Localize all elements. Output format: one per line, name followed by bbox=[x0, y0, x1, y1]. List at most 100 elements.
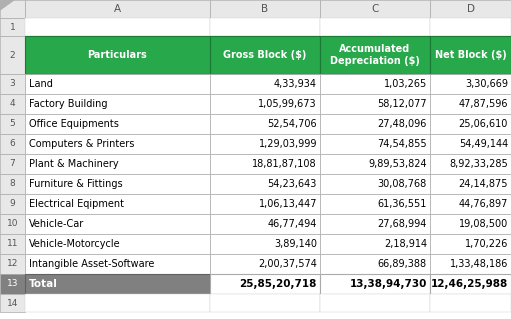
Bar bbox=[210, 134, 320, 154]
Bar bbox=[210, 214, 320, 234]
Text: 11: 11 bbox=[7, 240, 18, 249]
Text: 2: 2 bbox=[10, 50, 15, 60]
Text: 1,29,03,999: 1,29,03,999 bbox=[259, 139, 317, 149]
Text: 13,38,94,730: 13,38,94,730 bbox=[350, 279, 427, 289]
Bar bbox=[210, 154, 320, 174]
Text: 61,36,551: 61,36,551 bbox=[378, 199, 427, 209]
Bar bbox=[320, 114, 430, 134]
Text: 6: 6 bbox=[10, 139, 15, 149]
Bar bbox=[25, 74, 210, 94]
Bar bbox=[320, 274, 430, 294]
Bar bbox=[320, 294, 430, 312]
Bar bbox=[25, 134, 210, 154]
Bar bbox=[25, 36, 210, 74]
Bar bbox=[430, 36, 511, 74]
Bar bbox=[25, 214, 210, 234]
Text: Electrical Eqipment: Electrical Eqipment bbox=[29, 199, 124, 209]
Bar bbox=[320, 74, 430, 94]
Text: 7: 7 bbox=[10, 160, 15, 168]
Bar bbox=[0, 94, 25, 114]
Text: 2,00,37,574: 2,00,37,574 bbox=[258, 259, 317, 269]
Text: 13: 13 bbox=[7, 279, 18, 288]
Text: 10: 10 bbox=[7, 219, 18, 228]
Bar bbox=[430, 74, 511, 94]
Bar bbox=[25, 114, 210, 134]
Bar bbox=[25, 274, 210, 294]
Text: 14: 14 bbox=[7, 299, 18, 308]
Bar bbox=[25, 294, 210, 312]
Bar bbox=[0, 0, 25, 18]
Bar bbox=[0, 214, 25, 234]
Text: 58,12,077: 58,12,077 bbox=[378, 99, 427, 109]
Text: Land: Land bbox=[29, 79, 53, 89]
Bar bbox=[320, 194, 430, 214]
Text: 54,23,643: 54,23,643 bbox=[268, 179, 317, 189]
Bar bbox=[320, 18, 430, 36]
Bar bbox=[0, 74, 25, 94]
Bar bbox=[430, 214, 511, 234]
Bar bbox=[210, 94, 320, 114]
Bar bbox=[430, 274, 511, 294]
Text: Particulars: Particulars bbox=[87, 50, 147, 60]
Bar bbox=[210, 18, 320, 36]
Bar bbox=[210, 114, 320, 134]
Text: 47,87,596: 47,87,596 bbox=[458, 99, 508, 109]
Text: 1: 1 bbox=[10, 23, 15, 32]
Bar bbox=[430, 18, 511, 36]
Text: 24,14,875: 24,14,875 bbox=[458, 179, 508, 189]
Text: Vehicle-Car: Vehicle-Car bbox=[29, 219, 84, 229]
Bar bbox=[25, 154, 210, 174]
Bar bbox=[430, 234, 511, 254]
Text: 3,30,669: 3,30,669 bbox=[465, 79, 508, 89]
Bar bbox=[0, 174, 25, 194]
Text: Office Equipments: Office Equipments bbox=[29, 119, 119, 129]
Text: 27,48,096: 27,48,096 bbox=[378, 119, 427, 129]
Bar bbox=[430, 94, 511, 114]
Text: 30,08,768: 30,08,768 bbox=[378, 179, 427, 189]
Text: 74,54,855: 74,54,855 bbox=[378, 139, 427, 149]
Bar bbox=[0, 274, 25, 294]
Text: 44,76,897: 44,76,897 bbox=[459, 199, 508, 209]
Text: 25,06,610: 25,06,610 bbox=[459, 119, 508, 129]
Bar bbox=[210, 274, 320, 294]
Bar bbox=[210, 74, 320, 94]
Text: 25,85,20,718: 25,85,20,718 bbox=[240, 279, 317, 289]
Text: 19,08,500: 19,08,500 bbox=[459, 219, 508, 229]
Bar bbox=[430, 154, 511, 174]
Bar bbox=[320, 254, 430, 274]
Bar bbox=[0, 154, 25, 174]
Bar bbox=[320, 154, 430, 174]
Bar bbox=[0, 294, 25, 312]
Bar bbox=[0, 36, 25, 74]
Bar bbox=[210, 36, 320, 74]
Bar bbox=[320, 174, 430, 194]
Text: 1,70,226: 1,70,226 bbox=[464, 239, 508, 249]
Bar bbox=[320, 36, 430, 74]
Bar bbox=[0, 134, 25, 154]
Text: Vehicle-Motorcycle: Vehicle-Motorcycle bbox=[29, 239, 121, 249]
Bar bbox=[0, 234, 25, 254]
Text: B: B bbox=[262, 4, 269, 14]
Text: 66,89,388: 66,89,388 bbox=[378, 259, 427, 269]
Bar bbox=[430, 294, 511, 312]
Bar bbox=[430, 174, 511, 194]
Text: A: A bbox=[114, 4, 121, 14]
Bar bbox=[430, 0, 511, 18]
Bar bbox=[25, 254, 210, 274]
Text: 52,54,706: 52,54,706 bbox=[267, 119, 317, 129]
Bar bbox=[25, 234, 210, 254]
Bar bbox=[210, 174, 320, 194]
Bar bbox=[320, 134, 430, 154]
Bar bbox=[0, 254, 25, 274]
Bar bbox=[0, 194, 25, 214]
Bar bbox=[430, 134, 511, 154]
Text: Furniture & Fittings: Furniture & Fittings bbox=[29, 179, 123, 189]
Text: 1,06,13,447: 1,06,13,447 bbox=[259, 199, 317, 209]
Text: 3: 3 bbox=[10, 79, 15, 88]
Text: Net Block ($): Net Block ($) bbox=[435, 50, 506, 60]
Bar bbox=[430, 114, 511, 134]
Bar bbox=[25, 94, 210, 114]
Text: 9,89,53,824: 9,89,53,824 bbox=[368, 159, 427, 169]
Text: 9: 9 bbox=[10, 199, 15, 209]
Text: 1,03,265: 1,03,265 bbox=[384, 79, 427, 89]
